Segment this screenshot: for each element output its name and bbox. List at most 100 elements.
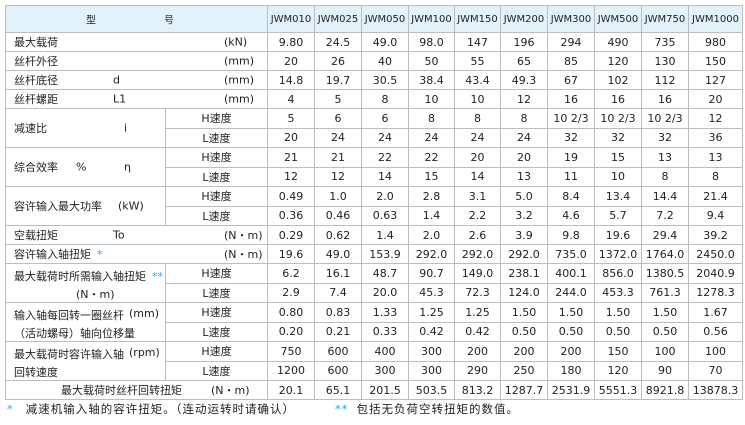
header-label-left: 型 — [86, 15, 96, 27]
model-header: JWM150 — [454, 5, 501, 33]
value-cell: 120 — [594, 360, 642, 381]
value-cell: 0.46 — [314, 205, 362, 226]
value-cell: 2.8 — [408, 186, 455, 207]
value-cell: 3.1 — [454, 186, 501, 207]
speed-label: L速度 — [165, 360, 268, 381]
value-cell: 0.29 — [267, 225, 315, 245]
value-cell: 6.2 — [267, 263, 315, 284]
value-cell: 15 — [594, 147, 642, 168]
row-label-inner: 容许输入轴扭矩 * (N・m) — [6, 245, 267, 263]
row-label-inner: 最大载荷时所需输入轴扭矩 ** (N・m) — [6, 264, 165, 302]
value-cell: 2040.9 — [688, 263, 743, 284]
value-cell: 1.25 — [408, 302, 455, 323]
table-row: 空载扭矩 To (N・m) 0.29 0.62 1.4 2.0 2.6 3.9 9.8 19.6 29… — [5, 225, 743, 245]
value-cell: 250 — [500, 360, 548, 381]
footnote-text: 减速机输入轴的容许扭矩。（连动运转时请确认） — [25, 402, 295, 416]
row-unit: (mm) — [224, 73, 255, 87]
note-mark: * — [97, 248, 103, 261]
value-cell: 3.9 — [500, 225, 548, 245]
value-cell: 19 — [547, 147, 595, 168]
value-cell: 149.0 — [454, 263, 501, 284]
value-cell: 49.0 — [314, 244, 362, 264]
value-cell: 20 — [454, 147, 501, 168]
value-cell: 127 — [688, 70, 743, 90]
value-cell: 5551.3 — [594, 380, 642, 400]
value-cell: 1764.0 — [641, 244, 689, 264]
value-cell: 13 — [641, 147, 689, 168]
value-cell: 40 — [361, 51, 409, 71]
value-cell: 26 — [314, 51, 362, 71]
value-cell: 1380.5 — [641, 263, 689, 284]
row-label: 丝杆螺距 L1 (mm) — [5, 89, 268, 109]
value-cell: 1.50 — [547, 302, 595, 323]
value-cell: 29.4 — [641, 225, 689, 245]
value-cell: 1.4 — [361, 225, 409, 245]
value-cell: 72.3 — [454, 282, 501, 303]
value-cell: 7.2 — [641, 205, 689, 226]
value-cell: 38.4 — [408, 70, 455, 90]
row-label-inner: 丝杆底径 d (mm) — [6, 71, 267, 89]
value-cell: 8 — [500, 108, 548, 129]
row-unit: (N・m) — [224, 229, 263, 242]
row-label-main: 最大载荷时所需输入轴扭矩 — [14, 270, 146, 283]
value-cell: 10 2/3 — [641, 108, 689, 129]
table-row: L速度 1200 600 300 300 290 250 180 120 90 70 — [6, 360, 743, 381]
value-cell: 300 — [408, 341, 455, 362]
value-cell: 735 — [641, 32, 689, 52]
value-cell: 735.0 — [547, 244, 595, 264]
value-cell: 453.3 — [594, 282, 642, 303]
value-cell: 0.50 — [500, 321, 548, 342]
table-row: L速度 0.20 0.21 0.33 0.42 0.42 0.50 0.50 0.50 0.50 0… — [6, 321, 743, 342]
row-unit: (mm) — [129, 307, 160, 320]
value-cell: 4 — [267, 89, 315, 109]
value-cell: 21 — [314, 147, 362, 168]
footnote-1: * 减速机输入轴的容许扭矩。（连动运转时请确认） — [7, 401, 295, 417]
row-symbol: η — [124, 160, 131, 174]
value-cell: 98.0 — [408, 32, 455, 52]
value-cell: 12 — [314, 166, 362, 187]
value-cell: 85 — [547, 51, 595, 71]
row-label-inner: 综合效率% η — [6, 148, 165, 186]
value-cell: 49.3 — [500, 70, 548, 90]
value-cell: 7.4 — [314, 282, 362, 303]
value-cell: 70 — [688, 360, 743, 381]
value-cell: 13 — [500, 166, 548, 187]
model-header: JWM100 — [408, 5, 455, 33]
value-cell: 130 — [641, 51, 689, 71]
value-cell: 0.42 — [454, 321, 501, 342]
speed-label: L速度 — [165, 282, 268, 303]
value-cell: 22 — [408, 147, 455, 168]
value-cell: 813.2 — [454, 380, 501, 400]
value-cell: 32 — [547, 127, 595, 148]
value-cell: 196 — [500, 32, 548, 52]
value-cell: 1372.0 — [594, 244, 642, 264]
value-cell: 20 — [688, 89, 743, 109]
row-label: 减速比 i — [5, 108, 166, 148]
model-header: JWM010 — [267, 5, 315, 33]
value-cell: 1.50 — [500, 302, 548, 323]
value-cell: 14 — [454, 166, 501, 187]
value-cell: 24 — [500, 127, 548, 148]
value-cell: 150 — [594, 341, 642, 362]
table-row: 丝杆外径 (mm) 20 26 40 50 55 65 85 120 130 150 — [5, 51, 743, 71]
speed-label: H速度 — [165, 147, 268, 168]
value-cell: 290 — [454, 360, 501, 381]
value-cell: 32 — [641, 127, 689, 148]
value-cell: 600 — [314, 341, 362, 362]
value-cell: 0.49 — [267, 186, 315, 207]
value-cell: 12 — [688, 108, 743, 129]
value-cell: 10 2/3 — [594, 108, 642, 129]
value-cell: 65.1 — [314, 380, 362, 400]
row-label: 空载扭矩 To (N・m) — [5, 225, 268, 245]
value-cell: 12 — [267, 166, 315, 187]
value-cell: 5 — [267, 108, 315, 129]
value-cell: 153.9 — [361, 244, 409, 264]
row-label-line2: 回转速度 — [14, 366, 58, 379]
value-cell: 8 — [361, 89, 409, 109]
value-cell: 21 — [267, 147, 315, 168]
table-row: L速度 12 12 14 15 14 13 11 10 8 8 — [6, 166, 743, 187]
value-cell: 0.56 — [688, 321, 743, 342]
row-label-text: 输入轴每回转一圈丝杆 — [14, 309, 124, 322]
row-label-inner: 最大载荷 (kN) — [6, 33, 267, 51]
row-unit: (kW) — [118, 199, 144, 213]
